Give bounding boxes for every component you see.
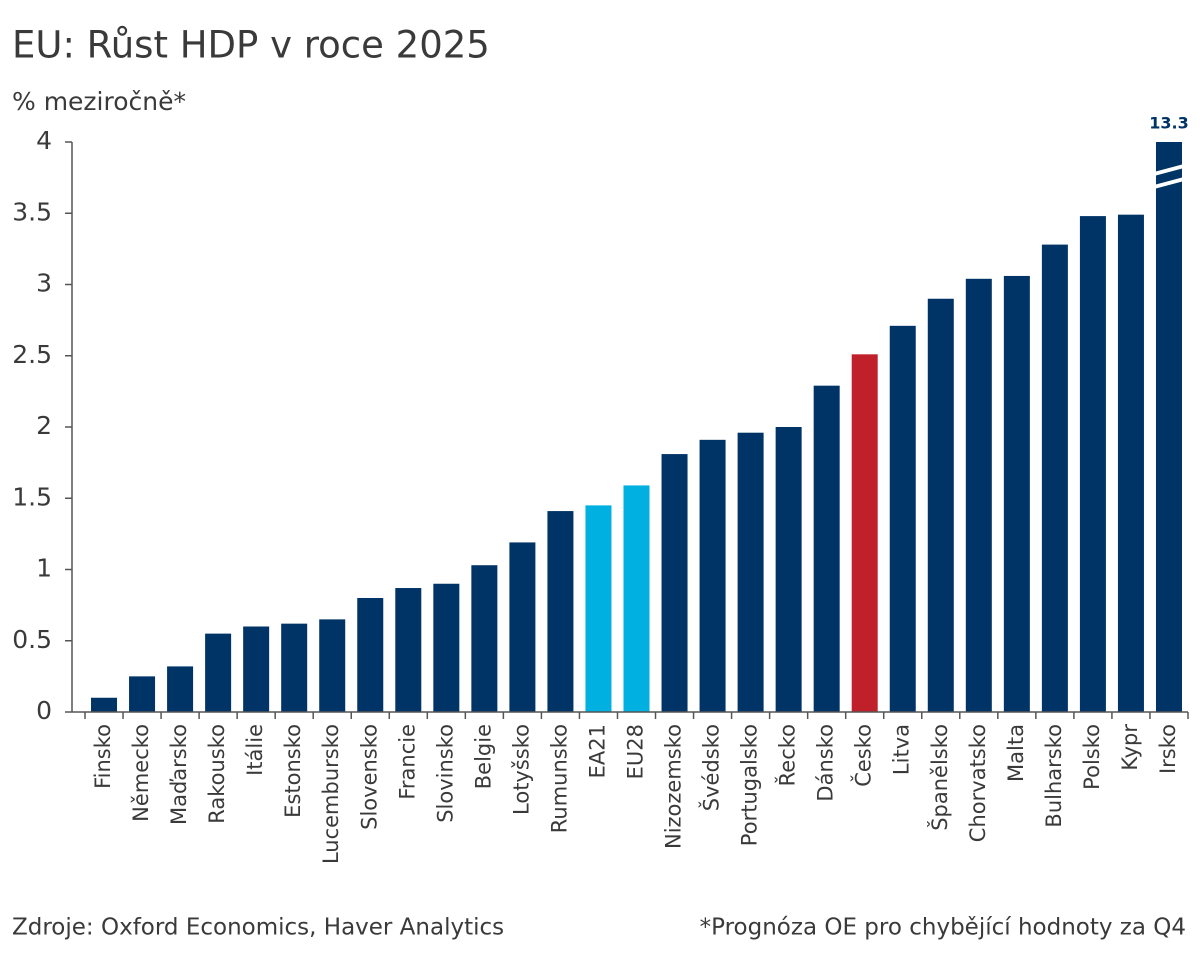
y-tick-label: 1.5 — [12, 482, 52, 511]
bar — [813, 385, 840, 712]
x-tick-label: EA21 — [585, 724, 609, 778]
x-tick-label: Švédsko — [699, 724, 724, 811]
x-tick-label: Polsko — [1080, 724, 1104, 790]
x-tick-label: EU28 — [624, 724, 648, 779]
x-tick-label: Finsko — [91, 724, 115, 789]
x-tick-label: Dánsko — [814, 724, 838, 802]
x-tick-label: Kypr — [1118, 724, 1142, 771]
chart-subtitle: % meziročně* — [12, 87, 186, 116]
x-tick-label: Lucembursko — [319, 724, 343, 864]
bar — [1003, 275, 1030, 712]
bar — [1117, 214, 1144, 713]
bar — [205, 633, 232, 712]
x-tick-label: Španělsko — [927, 724, 952, 831]
bar — [737, 432, 764, 712]
y-tick-label: 3.5 — [12, 197, 52, 226]
x-tick-label: Estonsko — [281, 724, 305, 818]
x-tick-label: Nizozemsko — [662, 724, 686, 849]
bar — [319, 619, 346, 712]
x-tick-label: Irsko — [1156, 724, 1180, 774]
x-tick-label: Česko — [851, 724, 876, 787]
bar — [889, 325, 916, 712]
bar — [965, 278, 992, 712]
x-tick-label: Belgie — [471, 724, 495, 789]
y-tick-label: 1 — [36, 554, 52, 583]
x-tick-label: Malta — [1004, 724, 1028, 782]
bar — [1155, 142, 1182, 712]
x-tick-label: Bulharsko — [1042, 724, 1066, 828]
bar — [243, 626, 270, 712]
value-label: 13.3 — [1149, 114, 1188, 133]
bar — [547, 511, 574, 712]
bar — [775, 427, 802, 712]
chart-title: EU: Růst HDP v roce 2025 — [12, 24, 490, 67]
y-tick-label: 2 — [36, 411, 52, 440]
bar — [851, 354, 878, 712]
bar — [585, 505, 612, 712]
footnote: *Prognóza OE pro chybějící hodnoty za Q4 — [700, 915, 1186, 941]
y-tick-label: 0 — [36, 696, 52, 725]
x-tick-label: Chorvatsko — [966, 724, 990, 842]
bar — [661, 454, 688, 712]
bar — [167, 666, 194, 712]
x-tick-label: Slovensko — [357, 724, 381, 830]
bar — [395, 588, 422, 712]
bar — [1079, 216, 1106, 712]
bar — [357, 598, 384, 712]
bar — [699, 439, 726, 712]
x-tick-label: Německo — [129, 724, 153, 822]
x-tick-label: Itálie — [243, 724, 267, 776]
bar — [1041, 244, 1068, 712]
bar — [927, 298, 954, 712]
x-tick-label: Litva — [890, 724, 914, 775]
source: Zdroje: Oxford Economics, Haver Analytic… — [12, 915, 504, 941]
x-tick-label: Rakousko — [205, 724, 229, 824]
bar — [471, 565, 498, 712]
x-tick-label: Slovinsko — [433, 724, 457, 823]
y-tick-label: 2.5 — [12, 340, 52, 369]
x-tick-label: Maďarsko — [167, 724, 191, 825]
bar — [433, 583, 460, 712]
bar — [129, 676, 156, 712]
x-tick-label: Rumunsko — [547, 724, 571, 833]
y-tick-label: 4 — [36, 126, 52, 155]
y-tick-label: 0.5 — [12, 625, 52, 654]
bar — [509, 542, 536, 712]
x-tick-label: Lotyšsko — [509, 724, 533, 815]
x-tick-label: Řecko — [775, 724, 800, 786]
x-tick-label: Portugalsko — [738, 724, 762, 846]
y-tick-label: 3 — [36, 269, 52, 298]
bar — [91, 697, 118, 712]
bar — [281, 623, 308, 712]
axis-break — [1153, 177, 1185, 189]
axis-break — [1153, 164, 1185, 176]
x-tick-label: Francie — [395, 724, 419, 800]
bar — [623, 485, 650, 712]
